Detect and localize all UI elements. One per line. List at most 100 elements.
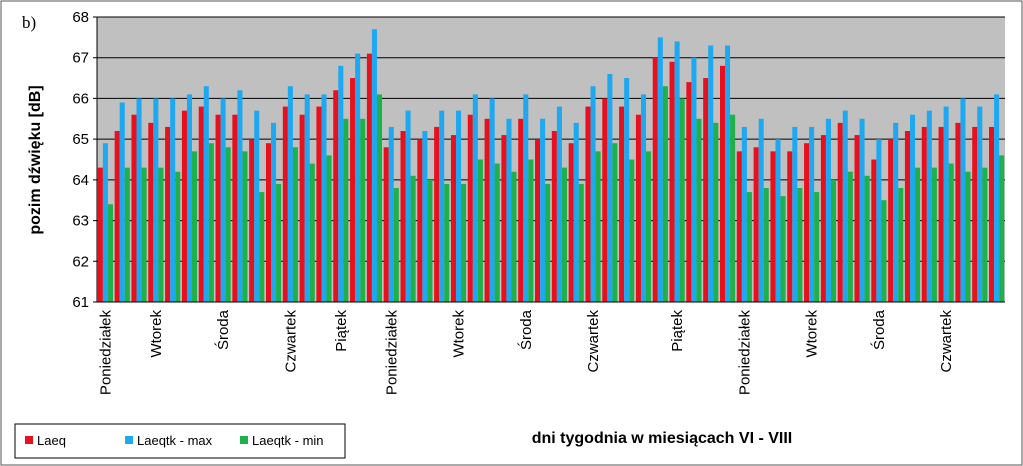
bar [455,110,462,303]
bar [350,78,356,302]
legend-label: Laeq [37,433,66,448]
bar [366,53,372,303]
bar [434,126,440,302]
bar [568,143,574,302]
bar [915,167,921,302]
y-tick-label: 66 [72,90,89,107]
bar [198,106,204,302]
bar [960,98,966,302]
legend-label: Laeqtk - min [252,433,324,448]
bar [775,139,781,302]
bar [114,131,120,302]
bar [741,126,747,302]
bar [854,135,860,302]
bar [225,147,231,302]
bar [215,114,221,302]
bar [518,118,524,303]
bar [338,65,344,302]
bar [203,86,209,302]
bar [825,118,831,303]
bar [893,122,899,302]
bar [982,167,988,302]
bar [148,122,154,302]
bar [691,57,697,302]
bar [192,151,198,302]
bar [472,94,478,302]
bar [461,183,467,302]
bar [635,114,641,302]
x-tick-label: Środa [214,309,232,350]
bar [175,171,181,302]
bar [153,98,159,302]
bar [624,78,630,302]
bar [703,78,709,302]
bar [422,131,428,302]
bar [309,163,315,302]
y-axis-label: pozim dźwięku [dB] [27,85,44,234]
bar [736,151,742,302]
bar [612,143,618,302]
bar [797,188,803,302]
bar [573,122,579,302]
legend-label: Laeqtk - max [137,433,213,448]
bar [393,188,399,302]
bar [405,110,411,303]
bar [881,200,887,302]
bar [388,126,394,302]
bar [360,118,366,303]
bar [898,188,904,302]
bar [713,122,719,302]
bar [299,114,305,302]
bar [864,175,870,302]
bar [938,126,944,302]
bar [535,139,541,302]
bar [136,98,142,302]
bar [259,192,265,302]
bar [304,94,310,302]
bar [124,167,130,302]
bar [551,131,557,302]
bar [943,106,949,302]
bar [383,147,389,302]
bar [97,167,103,302]
x-tick-label: Poniedziałek [736,310,753,396]
bar [652,57,658,302]
bar [770,151,776,302]
bar [489,98,495,302]
x-tick-label: Czwartek [585,310,602,373]
bar [977,106,983,302]
bar [657,37,663,302]
bar [439,110,445,303]
bar [477,159,483,302]
bar [595,151,601,302]
bar [989,126,995,302]
panel-label: b) [22,13,36,32]
bar [181,110,187,303]
bar [909,114,916,302]
bar [809,126,815,302]
bar [607,74,613,302]
bar [102,143,108,302]
bar [556,106,562,302]
bar [820,135,826,302]
bar [955,122,961,302]
bar [232,114,238,302]
bar [540,118,546,303]
x-axis-label: dni tygodnia w miesiącach VI - VIII [532,430,793,447]
y-tick-label: 67 [72,50,89,67]
bar [326,155,332,302]
bar [871,159,877,302]
bar [619,106,625,302]
y-tick-label: 63 [72,213,89,230]
bar [804,143,810,302]
bar [921,126,927,302]
bar [763,188,769,302]
bar [376,94,383,302]
bar [578,183,584,302]
bar [417,139,423,302]
bar [719,65,726,302]
bar [662,86,668,302]
y-tick-label: 64 [72,172,89,189]
bar [186,94,193,302]
bar [725,45,731,302]
